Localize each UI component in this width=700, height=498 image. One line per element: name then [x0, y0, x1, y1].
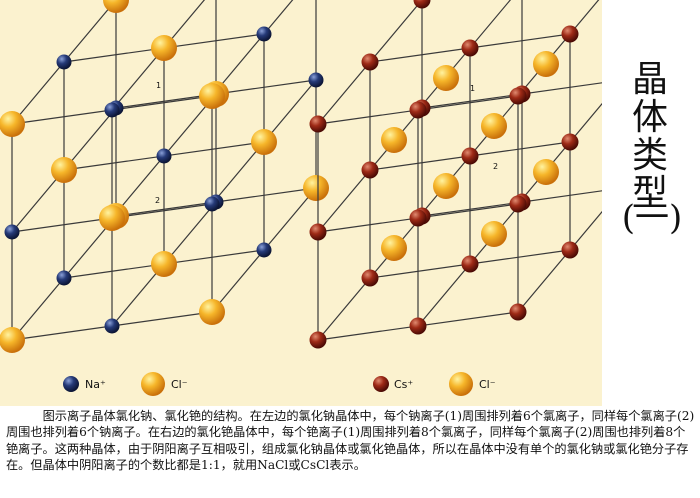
legend-na-ion-swatch	[63, 376, 79, 392]
cs-ion	[409, 101, 427, 119]
cs-ion	[509, 303, 527, 321]
title-panel	[602, 0, 700, 406]
figure-caption: 图示离子晶体氯化钠、氯化铯的结构。在左边的氯化钠晶体中，每个钠离子(1)周围排列…	[6, 409, 695, 473]
cs-ion	[413, 0, 431, 9]
title-char-2: 体	[631, 97, 668, 138]
na-ion	[4, 224, 20, 240]
na-ion	[308, 72, 324, 88]
cl-ion	[481, 113, 507, 139]
lattice-line	[517, 102, 602, 205]
nacl-site-label-2: 2	[155, 196, 160, 205]
cl-ion	[151, 251, 177, 277]
title-subtitle: (一)	[621, 198, 683, 238]
cs-ion	[361, 53, 379, 71]
na-ion	[256, 242, 272, 258]
na-ion	[156, 148, 172, 164]
cscl-site-label-1: 1	[470, 84, 475, 93]
cl-ion	[103, 0, 129, 13]
legend-cs-ion-swatch	[373, 376, 389, 392]
cl-ion	[433, 65, 459, 91]
cl-ion	[381, 235, 407, 261]
cl-ion	[0, 111, 25, 137]
legend-na-label: Na⁺	[85, 378, 106, 391]
cs-ion	[409, 209, 427, 227]
cscl-site-label-2: 2	[493, 162, 498, 171]
cl-ion	[199, 83, 225, 109]
na-ion	[56, 54, 72, 70]
legend-cs-cl-ion-swatch	[449, 372, 473, 396]
title-char-1: 晶	[631, 59, 668, 100]
crystal-structure-figure: 1 2 1 2 Na⁺ Cl⁻ Cs⁺ Cl⁻	[0, 0, 602, 396]
cl-ion	[481, 221, 507, 247]
cl-ion	[151, 35, 177, 61]
nacl-lattice-ions	[0, 0, 329, 353]
cl-ion	[533, 159, 559, 185]
lattice-line	[517, 210, 602, 313]
cl-ion	[199, 299, 225, 325]
na-ion	[204, 196, 220, 212]
legend-cs-cl-label: Cl⁻	[479, 378, 496, 391]
title-char-4: 型	[631, 173, 668, 214]
cl-ion	[251, 129, 277, 155]
cs-ion	[509, 195, 527, 213]
crystal-figure-panel: 1 2 1 2 Na⁺ Cl⁻ Cs⁺ Cl⁻	[0, 0, 602, 406]
cs-ion	[561, 25, 579, 43]
legend-cs-label: Cs⁺	[394, 378, 413, 391]
cscl-lattice-lines	[317, 0, 602, 341]
legend-cl-label: Cl⁻	[171, 378, 188, 391]
cs-ion	[309, 115, 327, 133]
cs-ion	[461, 147, 479, 165]
nacl-legend: Na⁺ Cl⁻	[63, 372, 188, 396]
cl-ion	[51, 157, 77, 183]
cs-ion	[309, 223, 327, 241]
na-ion	[104, 102, 120, 118]
cl-ion	[433, 173, 459, 199]
cscl-lattice-ions	[309, 0, 579, 349]
cscl-legend: Cs⁺ Cl⁻	[373, 372, 496, 396]
na-ion	[104, 318, 120, 334]
nacl-site-label-1: 1	[156, 81, 161, 90]
title-char-3: 类	[631, 135, 668, 176]
lattice-line	[517, 0, 600, 97]
cs-ion	[461, 255, 479, 273]
cs-ion	[409, 317, 427, 335]
cs-ion	[361, 161, 379, 179]
cl-ion	[381, 127, 407, 153]
cs-ion	[509, 87, 527, 105]
na-ion	[256, 26, 272, 42]
cs-ion	[461, 39, 479, 57]
cl-ion	[303, 175, 329, 201]
cs-ion	[309, 331, 327, 349]
cl-ion	[0, 327, 25, 353]
cs-ion	[361, 269, 379, 287]
cl-ion	[533, 51, 559, 77]
cl-ion	[99, 205, 125, 231]
legend-cl-ion-swatch	[141, 372, 165, 396]
cs-ion	[561, 133, 579, 151]
cs-ion	[561, 241, 579, 259]
na-ion	[56, 270, 72, 286]
